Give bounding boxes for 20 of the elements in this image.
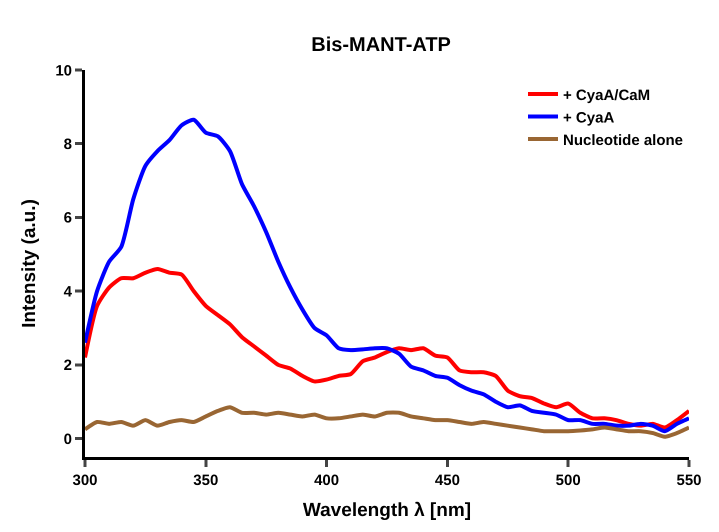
x-tick-label: 450	[434, 472, 460, 489]
y-tick-label: 0	[64, 430, 72, 448]
x-axis-title: Wavelength λ [nm]	[302, 500, 472, 521]
line-series	[85, 267, 689, 430]
legend-label: + CyaA	[563, 109, 614, 126]
y-tick-label: 2	[64, 357, 72, 374]
legend-label: Nucleotide alone	[563, 132, 684, 149]
y-tick-label: 6	[64, 210, 72, 227]
legend-label: + CyaA/CaM	[563, 86, 650, 104]
y-tick-label: 10	[55, 62, 72, 80]
y-tick-label: 4	[64, 283, 73, 300]
x-tick-label: 400	[314, 472, 340, 489]
x-tick-label: 500	[556, 472, 581, 489]
x-tick-label: 350	[193, 472, 218, 489]
line-series	[85, 405, 689, 439]
chart-title: Bis-MANT-ATP	[311, 34, 451, 56]
y-tick-label: 8	[64, 136, 72, 153]
x-tick-label: 550	[676, 472, 702, 489]
y-axis-title: Intensity (a.u.)	[19, 199, 40, 328]
x-tick-label: 300	[72, 472, 98, 489]
